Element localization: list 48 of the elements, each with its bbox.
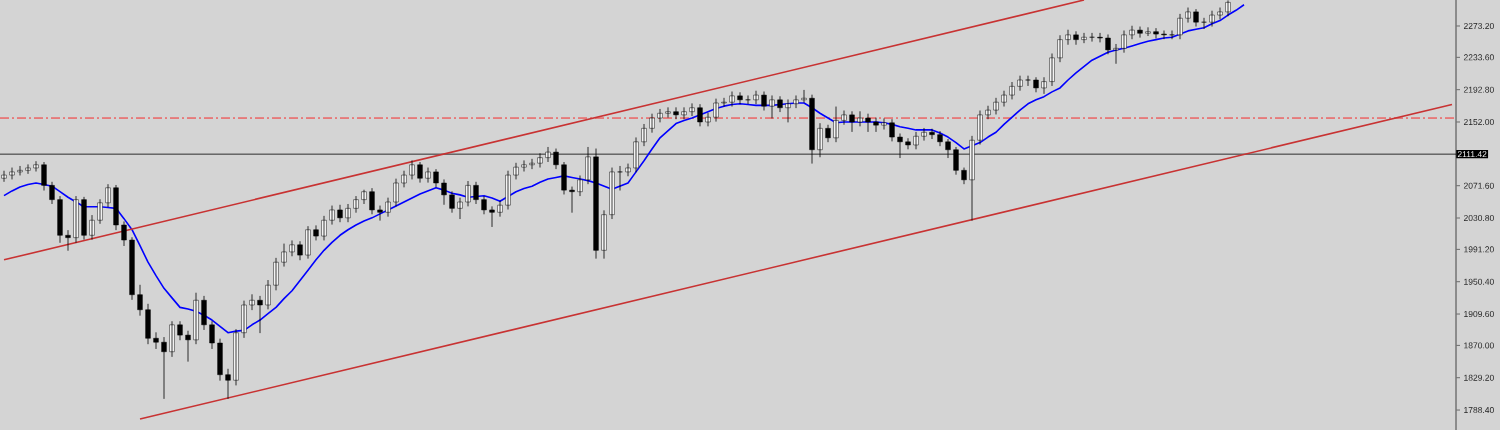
y-tick-label: 2071.60 xyxy=(1463,182,1494,189)
candlestick xyxy=(681,107,687,120)
candlestick xyxy=(1033,77,1039,93)
candlestick xyxy=(1209,10,1215,27)
candlestick xyxy=(673,107,679,120)
candlestick xyxy=(1129,25,1135,40)
y-tick-label: 1870.00 xyxy=(1464,342,1494,349)
candlestick xyxy=(25,164,31,174)
candlestick xyxy=(1137,26,1143,38)
y-tick-label: 2030.80 xyxy=(1463,215,1494,222)
candlestick xyxy=(1113,43,1119,64)
candlestick xyxy=(873,117,879,132)
candlestick xyxy=(721,97,727,107)
candlestick xyxy=(337,204,343,223)
candlestick xyxy=(489,206,495,227)
candlestick xyxy=(905,138,911,150)
y-tick-label: 1829.20 xyxy=(1464,374,1494,381)
y-tick-label: 2273.20 xyxy=(1463,22,1494,29)
candlestick xyxy=(881,118,887,130)
candlestick xyxy=(1097,32,1103,43)
candlestick xyxy=(377,205,383,221)
candlestick xyxy=(521,160,527,172)
candlestick xyxy=(665,107,671,118)
candlestick xyxy=(1145,27,1151,37)
y-tick-label: 2233.60 xyxy=(1463,54,1494,61)
y-tick-label: 1991.20 xyxy=(1464,246,1494,253)
y-tick-label: 2192.80 xyxy=(1463,86,1494,93)
candlestick xyxy=(9,167,15,180)
candlestick xyxy=(1217,7,1223,20)
candlestick xyxy=(865,113,871,132)
y-tick-label: 1788.40 xyxy=(1464,407,1494,414)
candlestick xyxy=(569,186,575,213)
candlestick xyxy=(625,163,631,177)
candlestick xyxy=(1001,90,1007,107)
candlestick xyxy=(401,170,407,188)
candlestick xyxy=(1161,30,1167,40)
ref-line-label: 2111.42 xyxy=(1457,151,1487,158)
y-tick-label: 1909.60 xyxy=(1464,311,1494,318)
candlestick xyxy=(33,161,39,172)
candlestick xyxy=(1,170,7,182)
candlestick xyxy=(849,111,855,132)
candlestick xyxy=(17,165,23,176)
candlestick xyxy=(1153,28,1159,39)
y-tick-label: 2152.00 xyxy=(1463,118,1494,125)
y-tick-label: 1950.40 xyxy=(1464,278,1494,285)
candlestick xyxy=(289,240,295,257)
candlestick xyxy=(985,105,991,120)
candlestick xyxy=(857,111,863,127)
